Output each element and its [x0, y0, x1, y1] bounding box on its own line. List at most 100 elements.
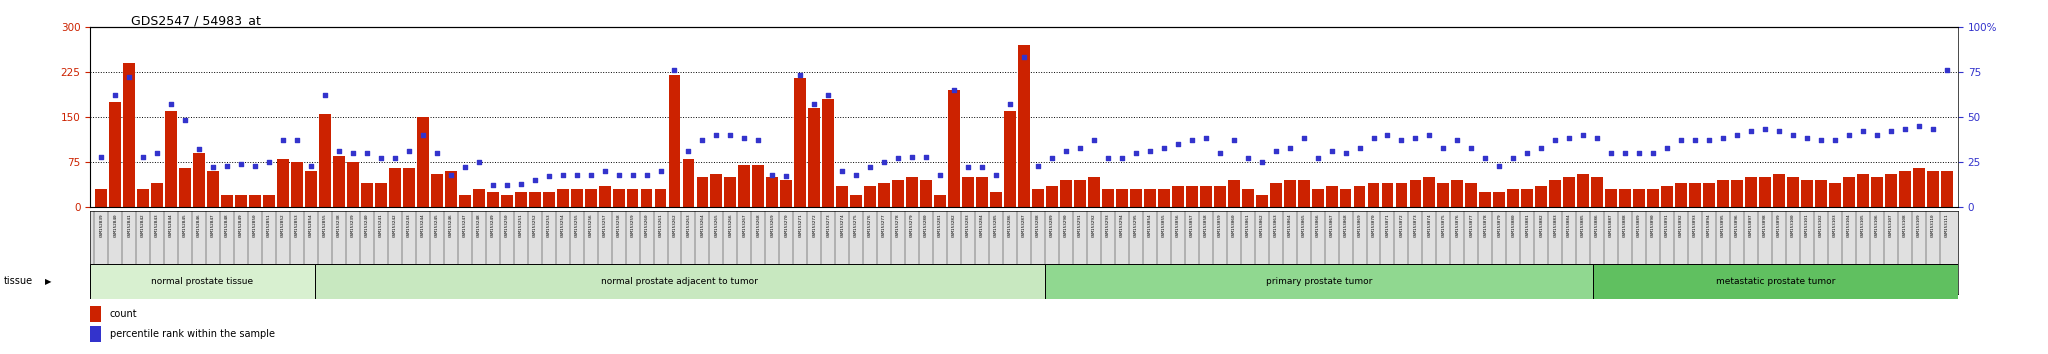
Bar: [1479, 192, 1491, 207]
Point: [211, 163, 244, 169]
Point: [504, 181, 537, 187]
Text: GSM153067: GSM153067: [1329, 213, 1333, 237]
Point: [924, 172, 956, 177]
Point: [770, 173, 803, 179]
Bar: [1395, 183, 1407, 207]
Text: GSM153081: GSM153081: [1526, 213, 1530, 237]
Text: GSM153089: GSM153089: [1636, 213, 1640, 237]
Point: [1888, 127, 1921, 132]
Text: GSM153092: GSM153092: [1679, 213, 1683, 237]
Text: GSM153274: GSM153274: [840, 213, 844, 237]
Text: GSM153277: GSM153277: [883, 213, 887, 237]
Bar: [1843, 177, 1855, 207]
Bar: [739, 165, 750, 207]
Point: [127, 154, 160, 159]
Bar: [96, 189, 106, 207]
Text: GSM153265: GSM153265: [715, 213, 719, 237]
Text: GSM153239: GSM153239: [350, 213, 354, 237]
Point: [741, 137, 774, 143]
Point: [1790, 136, 1823, 141]
Bar: [1745, 177, 1757, 207]
Text: GSM153273: GSM153273: [825, 213, 829, 237]
Point: [449, 165, 481, 170]
Bar: [1073, 180, 1085, 207]
Text: GSM153088: GSM153088: [1624, 213, 1628, 237]
Bar: [627, 189, 639, 207]
Text: GSM153102: GSM153102: [1819, 213, 1823, 237]
Text: GSM153290: GSM153290: [1065, 213, 1067, 237]
Point: [1022, 163, 1055, 169]
Text: GSM153261: GSM153261: [659, 213, 662, 237]
Text: GSM153087: GSM153087: [1610, 213, 1614, 237]
Point: [1370, 132, 1403, 138]
Bar: [584, 189, 596, 207]
Bar: [1186, 186, 1198, 207]
Point: [1651, 145, 1683, 150]
Point: [1622, 150, 1655, 156]
Point: [1384, 137, 1417, 143]
Text: GSM153257: GSM153257: [602, 213, 606, 237]
Point: [1610, 150, 1642, 156]
Bar: [1632, 189, 1645, 207]
Bar: [920, 180, 932, 207]
Point: [979, 172, 1012, 177]
Bar: [152, 183, 164, 207]
Text: GSM153065: GSM153065: [1303, 213, 1307, 237]
Bar: [1898, 171, 1911, 207]
Bar: [109, 102, 121, 207]
Point: [645, 168, 678, 174]
Bar: [1452, 180, 1464, 207]
Bar: [375, 183, 387, 207]
Bar: [334, 156, 344, 207]
Text: GSM153059: GSM153059: [1219, 213, 1223, 237]
Point: [967, 165, 999, 170]
Text: GSM153285: GSM153285: [993, 213, 997, 237]
Text: GSM153061: GSM153061: [1245, 213, 1249, 237]
Text: GSM153283: GSM153283: [967, 213, 971, 237]
Text: GSM153055: GSM153055: [1161, 213, 1165, 237]
Text: GSM153291: GSM153291: [1077, 213, 1081, 237]
Point: [1245, 159, 1278, 165]
Text: GSM153275: GSM153275: [854, 213, 858, 237]
Bar: [1214, 186, 1225, 207]
Text: GSM153262: GSM153262: [672, 213, 676, 237]
Bar: [1438, 183, 1450, 207]
Bar: [1913, 168, 1925, 207]
Text: GSM153094: GSM153094: [1708, 213, 1710, 237]
Text: GSM152851: GSM152851: [266, 213, 270, 237]
Bar: [1591, 177, 1604, 207]
Bar: [725, 177, 737, 207]
Text: GSM153282: GSM153282: [952, 213, 956, 237]
Text: GSM153078: GSM153078: [1483, 213, 1487, 237]
Text: GSM153083: GSM153083: [1552, 213, 1556, 237]
Point: [811, 92, 844, 98]
Text: GSM153241: GSM153241: [379, 213, 383, 237]
Text: GSM153069: GSM153069: [1358, 213, 1362, 237]
Bar: [207, 171, 219, 207]
Bar: [557, 189, 569, 207]
Bar: [291, 162, 303, 207]
Text: GSM153093: GSM153093: [1694, 213, 1698, 237]
Point: [1231, 155, 1264, 161]
Point: [616, 172, 649, 177]
Bar: [1018, 45, 1030, 207]
Text: GSM153271: GSM153271: [799, 213, 803, 237]
Point: [631, 172, 664, 177]
Bar: [1704, 183, 1714, 207]
Point: [1804, 137, 1837, 143]
Bar: [641, 189, 653, 207]
Point: [113, 74, 145, 80]
Text: tissue: tissue: [4, 276, 33, 286]
Bar: [459, 195, 471, 207]
Bar: [1102, 189, 1114, 207]
Bar: [487, 192, 498, 207]
Text: GSM153073: GSM153073: [1413, 213, 1417, 237]
Bar: [766, 177, 778, 207]
Point: [168, 118, 201, 123]
Bar: [963, 177, 975, 207]
Bar: [360, 183, 373, 207]
Point: [1776, 132, 1808, 138]
Point: [350, 150, 383, 156]
Text: GSM152847: GSM152847: [211, 213, 215, 237]
Text: GSM152855: GSM152855: [324, 213, 328, 237]
